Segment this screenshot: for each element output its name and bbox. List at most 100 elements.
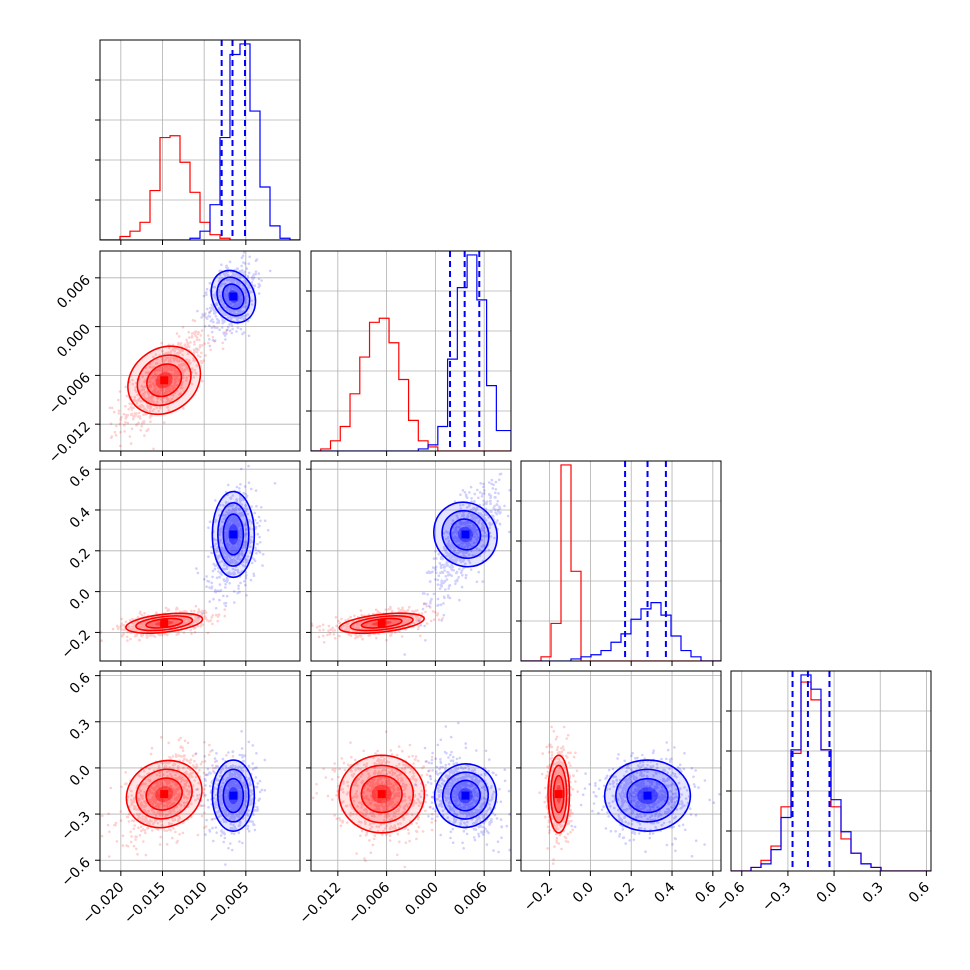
scatter-point — [131, 622, 134, 625]
scatter-point — [157, 621, 161, 624]
scatter-point — [437, 603, 440, 607]
scatter-point — [206, 619, 209, 622]
scatter-point — [444, 548, 447, 551]
scatter-point — [217, 613, 221, 616]
scatter-point — [190, 336, 194, 339]
scatter-point — [245, 573, 248, 577]
scatter-point — [485, 533, 489, 537]
scatter-point — [192, 621, 195, 624]
scatter-point — [174, 830, 177, 834]
scatter-point — [187, 620, 191, 623]
scatter-point — [375, 636, 378, 640]
scatter-point — [163, 370, 166, 373]
scatter-point — [234, 561, 238, 564]
scatter-point — [359, 609, 363, 612]
scatter-point — [248, 255, 251, 259]
scatter-point — [130, 412, 134, 416]
scatter-point — [174, 619, 178, 623]
scatter-point — [498, 505, 501, 508]
scatter-point — [237, 298, 240, 301]
scatter-point — [230, 277, 233, 281]
scatter-point — [395, 620, 398, 623]
scatter-point — [173, 384, 176, 387]
scatter-point — [462, 514, 465, 518]
scatter-point — [134, 414, 137, 417]
scatter-point — [223, 614, 227, 618]
scatter-point — [166, 386, 170, 389]
scatter-point — [171, 622, 175, 626]
scatter-point — [166, 397, 170, 401]
scatter-point — [487, 548, 491, 552]
scatter-point — [143, 407, 146, 411]
scatter-point — [454, 536, 458, 540]
scatter-point — [198, 344, 202, 347]
scatter-point — [175, 384, 179, 387]
scatter-point — [419, 634, 422, 638]
scatter-point — [119, 625, 122, 629]
scatter-point — [234, 520, 237, 523]
scatter-point — [195, 763, 198, 766]
scatter-point — [155, 624, 159, 627]
scatter-point — [228, 572, 231, 576]
scatter-point — [182, 620, 186, 624]
scatter-point — [237, 512, 240, 516]
scatter-point — [199, 334, 203, 337]
scatter-point — [233, 525, 237, 528]
scatter-point — [238, 512, 242, 515]
scatter-point — [429, 619, 433, 623]
scatter-point — [448, 596, 452, 600]
scatter-point — [121, 844, 125, 847]
scatter-point — [212, 320, 215, 324]
scatter-point — [496, 519, 499, 522]
scatter-point — [155, 620, 158, 624]
scatter-point — [469, 539, 473, 542]
scatter-point — [199, 762, 203, 766]
scatter-point — [443, 596, 446, 599]
scatter-point — [173, 381, 177, 385]
histogram-step — [521, 601, 721, 661]
scatter-point — [236, 281, 240, 285]
scatter-point — [442, 545, 446, 549]
panel-2-0: −0.20.00.20.40.6 — [58, 460, 301, 666]
scatter-point — [174, 380, 177, 383]
scatter-point — [411, 609, 414, 613]
scatter-point — [196, 833, 200, 837]
scatter-point — [171, 755, 175, 758]
scatter-point — [145, 429, 149, 432]
scatter-point — [481, 529, 485, 532]
scatter-point — [226, 527, 230, 530]
scatter-point — [189, 628, 192, 632]
scatter-point — [448, 552, 452, 556]
scatter-point — [469, 528, 472, 531]
scatter-point — [477, 570, 480, 574]
scatter-point — [123, 430, 126, 433]
scatter-point — [166, 633, 169, 637]
scatter-point — [194, 626, 197, 630]
scatter-point — [146, 371, 149, 375]
scatter-point — [476, 535, 480, 539]
scatter-point — [185, 346, 189, 349]
scatter-point — [227, 301, 231, 304]
scatter-point — [239, 558, 242, 561]
scatter-point — [463, 554, 466, 558]
scatter-point — [166, 399, 170, 403]
scatter-point — [238, 530, 241, 534]
scatter-point — [233, 517, 237, 521]
scatter-point — [234, 547, 237, 550]
scatter-point — [236, 294, 240, 298]
scatter-point — [173, 349, 176, 353]
scatter-point — [185, 758, 188, 761]
scatter-point — [247, 271, 251, 275]
scatter-point — [432, 566, 435, 569]
scatter-point — [187, 760, 191, 763]
scatter-point — [237, 538, 241, 542]
scatter-point — [220, 560, 224, 563]
scatter-point — [404, 616, 407, 620]
scatter-point — [237, 530, 241, 533]
scatter-point — [463, 522, 466, 526]
scatter-point — [390, 631, 393, 635]
scatter-point — [498, 522, 501, 525]
scatter-point — [161, 400, 165, 403]
scatter-point — [120, 415, 123, 419]
scatter-point — [220, 326, 224, 329]
